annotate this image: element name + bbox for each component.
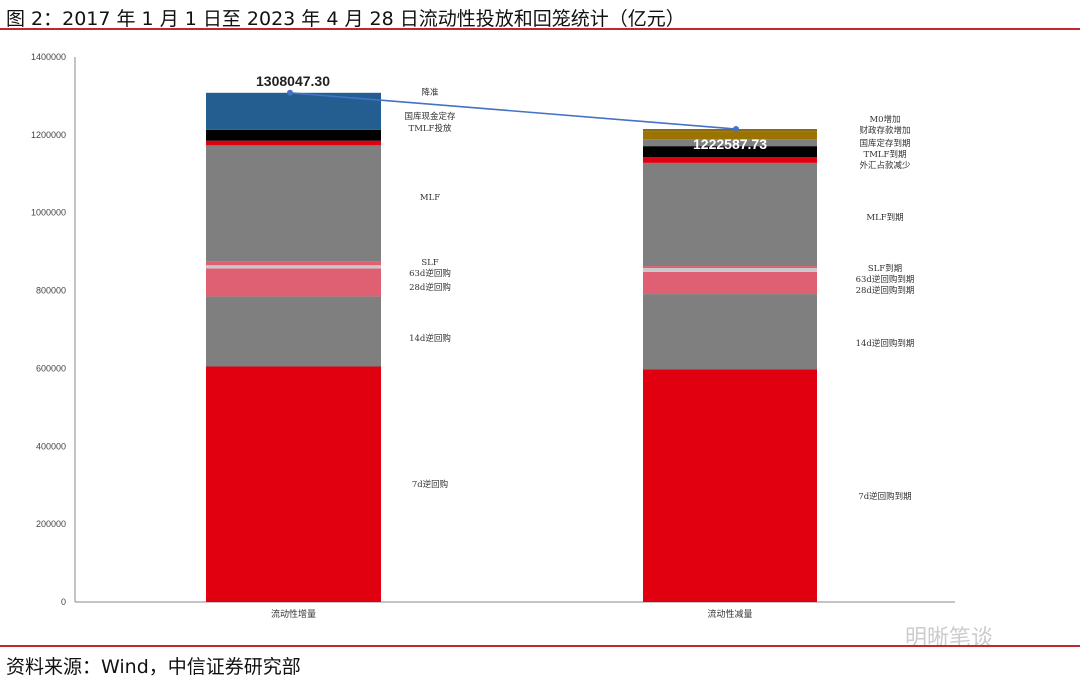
bar-segment — [643, 267, 817, 272]
bar-segment — [643, 266, 817, 268]
bar-segment — [643, 146, 817, 158]
segment-label: TMLF到期 — [864, 150, 907, 160]
bar-segment — [206, 140, 381, 146]
bar-segment — [206, 265, 381, 269]
bar-segment — [643, 157, 817, 163]
y-tick-label: 1000000 — [31, 208, 66, 218]
bar-segment — [206, 296, 381, 367]
segment-label: 28d逆回购 — [409, 282, 451, 293]
bar-segment — [643, 131, 817, 140]
total-trend-line — [289, 91, 737, 130]
bar-segment — [643, 294, 817, 370]
segment-label: 国库定存到期 — [859, 138, 910, 149]
bar-segment — [206, 268, 381, 297]
y-tick-label: 600000 — [36, 363, 66, 373]
y-tick-label: 200000 — [36, 519, 66, 529]
segment-label: 28d逆回购到期 — [856, 285, 915, 296]
total-point — [733, 126, 739, 133]
segment-label: TMLF投放 — [409, 123, 452, 134]
category-label: 流动性减量 — [707, 608, 752, 620]
bar-segment — [206, 92, 381, 130]
segment-label: 外汇占款减少 — [859, 160, 911, 171]
title-divider — [0, 28, 1080, 30]
bar-segment — [206, 129, 381, 141]
segment-label: MLF到期 — [866, 213, 903, 223]
bar-segment — [206, 366, 381, 602]
segment-label: M0增加 — [869, 114, 900, 125]
segment-label: SLF到期 — [868, 264, 902, 274]
total-point — [287, 89, 293, 96]
category-label: 流动性增量 — [271, 608, 316, 620]
segment-label: 7d逆回购到期 — [858, 491, 911, 502]
bar-segment — [643, 271, 817, 295]
segment-label: 63d逆回购到期 — [856, 274, 915, 285]
y-tick-label: 1400000 — [31, 52, 66, 62]
bar-segment — [643, 162, 817, 267]
bar-segment — [643, 369, 817, 602]
bar-segment — [206, 261, 381, 266]
footer-divider — [0, 645, 1080, 647]
stacked-bar-chart: 0 200000 400000 600000 800000 1000000 1200000 1… — [31, 52, 955, 620]
segment-label: SLF — [421, 258, 438, 268]
segment-label: 国库现金定存 — [404, 111, 456, 122]
source-note: 资料来源：Wind，中信证券研究部 — [6, 656, 301, 678]
bar-segment — [206, 145, 381, 262]
segment-label: 63d逆回购 — [409, 268, 451, 279]
total-label: 1308047.30 — [256, 73, 330, 89]
figure-title: 图 2：2017 年 1 月 1 日至 2023 年 4 月 28 日流动性投放… — [6, 8, 685, 30]
bar-segment — [643, 139, 817, 147]
segment-label: 14d逆回购 — [409, 333, 451, 344]
segment-label: 降准 — [421, 87, 439, 98]
segment-label: MLF — [420, 193, 440, 203]
watermark: 明晰笔谈 — [905, 626, 994, 651]
bar-segment — [643, 129, 817, 132]
segment-label: 14d逆回购到期 — [856, 338, 915, 349]
segment-label: 7d逆回购 — [412, 479, 448, 490]
y-tick-label: 400000 — [36, 441, 66, 451]
y-tick-label: 0 — [61, 597, 66, 607]
y-tick-label: 1200000 — [31, 130, 66, 140]
y-tick-label: 800000 — [36, 286, 66, 296]
total-label: 1222587.73 — [693, 136, 767, 152]
segment-label: 财政存款增加 — [859, 125, 910, 136]
